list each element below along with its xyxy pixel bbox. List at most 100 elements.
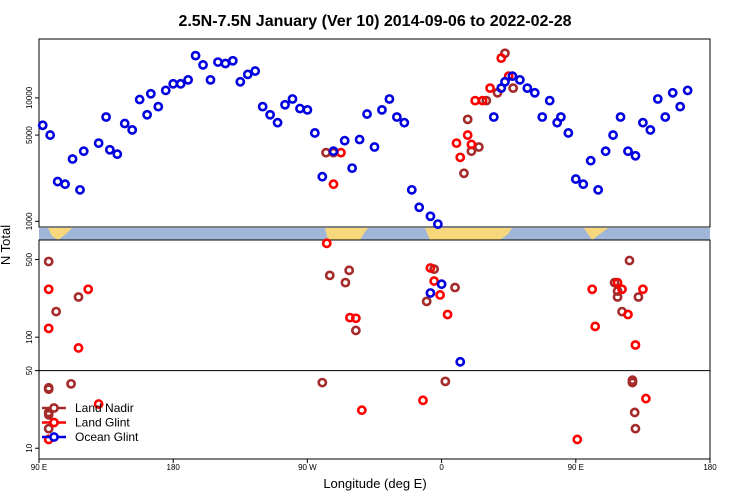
- data-point: [425, 288, 436, 298]
- upper-y-tick-label: 1000: [25, 212, 34, 230]
- chart-title: 2.5N-7.5N January (Ver 10) 2014-09-06 to…: [178, 13, 571, 30]
- data-point: [421, 296, 432, 307]
- data-point: [153, 101, 164, 112]
- data-point: [119, 118, 130, 129]
- data-point: [272, 117, 283, 128]
- data-point: [514, 74, 525, 85]
- data-point: [450, 282, 460, 293]
- data-points: [37, 48, 693, 445]
- data-point: [354, 134, 365, 145]
- data-point: [537, 112, 548, 122]
- data-point: [529, 87, 540, 98]
- data-point: [73, 292, 84, 302]
- data-point: [555, 112, 566, 122]
- data-point: [615, 112, 626, 122]
- data-point: [623, 146, 633, 157]
- data-point: [66, 378, 76, 389]
- data-point: [485, 83, 495, 94]
- legend-item: Land Nadir: [42, 401, 134, 415]
- x-tick-label: 180: [167, 463, 181, 472]
- data-point: [600, 146, 611, 157]
- lower-y-tick-label: 100: [25, 330, 34, 344]
- data-point: [572, 434, 583, 445]
- data-point: [640, 393, 651, 404]
- data-point: [175, 78, 186, 89]
- x-tick-label: 0: [439, 463, 444, 472]
- data-point: [466, 139, 477, 150]
- data-point: [496, 53, 507, 64]
- data-point: [134, 94, 145, 105]
- data-point: [440, 376, 451, 387]
- data-point: [356, 405, 367, 416]
- data-point: [250, 66, 261, 76]
- data-point: [280, 99, 290, 110]
- land-asia-west: [584, 228, 608, 240]
- legend-label: Ocean Glint: [75, 430, 139, 444]
- legend-swatch-marker: [49, 432, 59, 442]
- upper-y-axis: 1000 5000 10000: [25, 86, 39, 230]
- data-point: [652, 94, 663, 104]
- data-point: [309, 128, 320, 138]
- data-point: [242, 69, 253, 80]
- data-point: [578, 179, 589, 190]
- data-point: [477, 95, 488, 106]
- lower-y-tick-label: 10: [25, 443, 34, 452]
- data-point: [391, 112, 402, 122]
- data-point: [630, 340, 641, 350]
- land-asia-east: [48, 228, 72, 240]
- world-map-strip: [39, 228, 710, 240]
- data-point: [629, 407, 640, 418]
- series-ocean-glint: [37, 50, 693, 367]
- data-point: [481, 95, 492, 106]
- data-point: [190, 50, 201, 61]
- data-point: [587, 284, 598, 295]
- x-tick-label: 90 E: [568, 463, 584, 472]
- data-point: [627, 375, 638, 386]
- data-point: [593, 184, 604, 195]
- upper-panel: [38, 38, 711, 228]
- data-point: [324, 270, 335, 281]
- data-point: [377, 104, 387, 115]
- x-tick-label: 90 E: [31, 463, 47, 472]
- data-point: [328, 146, 339, 157]
- data-point: [432, 219, 443, 230]
- data-point: [235, 76, 246, 87]
- data-point: [451, 138, 462, 149]
- data-point: [317, 377, 328, 388]
- data-point: [339, 135, 350, 146]
- x-axis: 90 E 180 90 W 0 90 E 180: [31, 459, 717, 472]
- data-point: [93, 138, 104, 149]
- data-point: [425, 211, 436, 222]
- data-point: [73, 343, 84, 353]
- data-point: [43, 409, 54, 420]
- data-point: [682, 85, 693, 96]
- legend-swatch-marker: [49, 417, 59, 428]
- data-point: [78, 146, 89, 157]
- upper-plot-area: [38, 38, 711, 228]
- data-point: [667, 87, 678, 98]
- data-point: [399, 117, 410, 128]
- data-point: [347, 163, 358, 173]
- lower-plot-area: [38, 239, 711, 460]
- data-point: [127, 125, 138, 135]
- data-point: [43, 384, 54, 395]
- data-point: [442, 309, 453, 320]
- data-point: [350, 325, 361, 336]
- data-point: [384, 94, 395, 104]
- data-point: [455, 356, 466, 367]
- data-point: [317, 171, 328, 182]
- data-point: [406, 184, 417, 195]
- data-point: [265, 109, 276, 120]
- upper-y-tick-label: 5000: [25, 126, 34, 144]
- data-point: [51, 306, 62, 317]
- data-point: [507, 71, 518, 82]
- data-point: [590, 321, 601, 332]
- data-point: [630, 150, 641, 161]
- land-africa: [425, 228, 512, 240]
- data-point: [344, 265, 355, 276]
- data-point: [93, 399, 104, 409]
- data-point: [75, 184, 85, 195]
- data-point: [43, 284, 54, 295]
- lower-y-tick-label: 500: [25, 252, 34, 266]
